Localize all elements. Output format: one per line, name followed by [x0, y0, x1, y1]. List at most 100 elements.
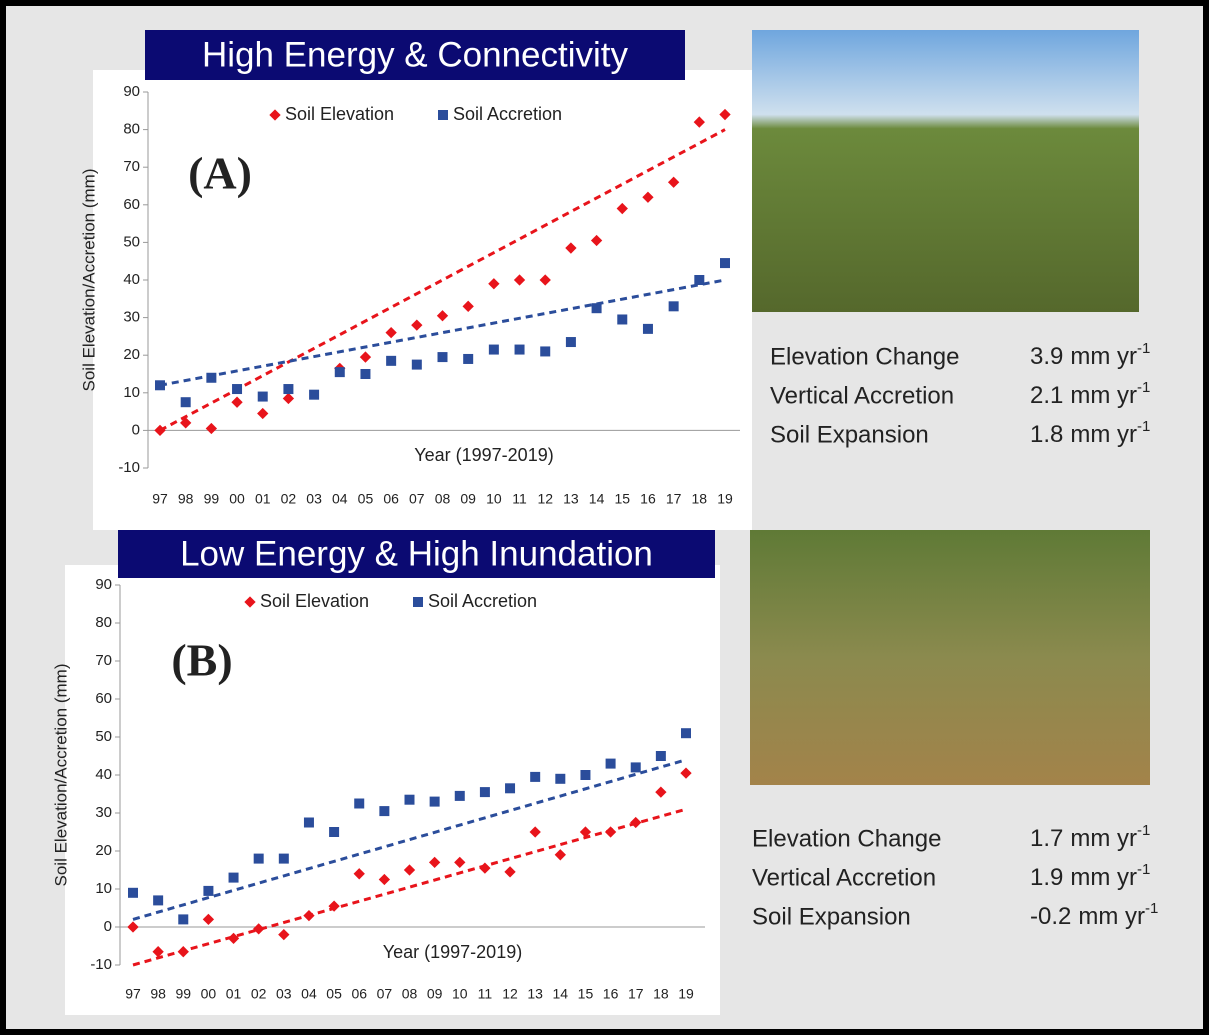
stat-number: 2.1: [1030, 382, 1063, 409]
y-tick-label: 50: [95, 728, 112, 745]
x-tick-label: 01: [255, 491, 271, 507]
stat-label: Vertical Accretion: [770, 382, 954, 409]
legend-label: Soil Elevation: [260, 591, 369, 611]
x-tick-label: 05: [358, 491, 374, 507]
y-tick-label: 90: [95, 576, 112, 593]
x-tick-label: 18: [653, 986, 669, 1002]
panel-label: (A): [188, 148, 252, 199]
stat-unit: mm yr: [1078, 903, 1145, 930]
y-axis-label: Soil Elevation/Accretion (mm): [79, 169, 98, 392]
x-tick-label: 06: [351, 986, 367, 1002]
x-tick-label: 00: [201, 986, 217, 1002]
x-tick-label: 97: [152, 491, 168, 507]
marker: [566, 337, 576, 347]
marker: [505, 783, 515, 793]
marker: [412, 360, 422, 370]
marker: [153, 895, 163, 905]
stat-exponent: -1: [1145, 900, 1158, 917]
marker: [379, 806, 389, 816]
stat-label: Elevation Change: [770, 343, 959, 370]
stat-exponent: -1: [1137, 418, 1150, 435]
x-tick-label: 15: [578, 986, 594, 1002]
stat-number: 1.9: [1030, 864, 1063, 891]
stat-value: 3.9mm yr-1: [1030, 340, 1150, 370]
x-tick-label: 99: [175, 986, 191, 1002]
marker: [720, 258, 730, 268]
stat-label: Soil Expansion: [752, 903, 911, 930]
y-tick-label: 80: [123, 121, 140, 138]
legend-label: Soil Accretion: [428, 591, 537, 611]
marker: [480, 787, 490, 797]
stat-number: 1.7: [1030, 825, 1063, 852]
marker: [606, 759, 616, 769]
x-tick-label: 07: [409, 491, 425, 507]
stat-value: 1.7 mm yr-1: [1030, 822, 1150, 852]
y-axis-label: Soil Elevation/Accretion (mm): [51, 664, 70, 887]
marker: [430, 797, 440, 807]
marker: [438, 352, 448, 362]
x-tick-label: 06: [383, 491, 399, 507]
x-tick-label: 13: [527, 986, 543, 1002]
marker: [258, 392, 268, 402]
y-tick-label: 90: [123, 83, 140, 100]
legend-label: Soil Accretion: [453, 104, 562, 124]
stat-value: 1.9 mm yr-1: [1030, 861, 1150, 891]
marker: [304, 818, 314, 828]
marker: [178, 914, 188, 924]
y-tick-label: -10: [118, 459, 140, 476]
x-tick-label: 16: [640, 491, 656, 507]
chart-title: Low Energy & High Inundation: [180, 534, 653, 573]
x-tick-label: 10: [486, 491, 502, 507]
marker: [181, 397, 191, 407]
photo: [752, 30, 1139, 312]
y-tick-label: 30: [95, 804, 112, 821]
y-tick-label: 80: [95, 614, 112, 631]
y-tick-label: 60: [95, 690, 112, 707]
legend-label: Soil Elevation: [285, 104, 394, 124]
x-tick-label: 19: [717, 491, 733, 507]
marker: [455, 791, 465, 801]
marker: [279, 854, 289, 864]
legend-marker: [413, 597, 423, 607]
x-axis-label: Year (1997-2019): [414, 445, 553, 465]
x-tick-label: 04: [301, 986, 317, 1002]
x-tick-label: 13: [563, 491, 579, 507]
x-tick-label: 09: [427, 986, 443, 1002]
stat-exponent: -1: [1137, 340, 1150, 357]
x-tick-label: 11: [512, 491, 527, 507]
x-axis-label: Year (1997-2019): [383, 942, 522, 962]
marker: [463, 354, 473, 364]
x-tick-label: 17: [666, 491, 682, 507]
x-tick-label: 99: [204, 491, 220, 507]
x-tick-label: 02: [251, 986, 267, 1002]
x-tick-label: 08: [402, 986, 418, 1002]
x-tick-label: 97: [125, 986, 141, 1002]
chart-title: High Energy & Connectivity: [202, 35, 629, 74]
stat-number: 1.8: [1030, 421, 1063, 448]
marker: [555, 774, 565, 784]
x-tick-label: 09: [460, 491, 476, 507]
marker: [530, 772, 540, 782]
stat-unit: mm yr: [1070, 825, 1137, 852]
stat-exponent: -1: [1137, 861, 1150, 878]
stat-exponent: -1: [1137, 822, 1150, 839]
legend-marker: [438, 110, 448, 120]
stat-unit: mm yr: [1070, 343, 1137, 370]
y-tick-label: 20: [95, 842, 112, 859]
y-tick-label: 10: [95, 880, 112, 897]
y-tick-label: 50: [123, 233, 140, 250]
x-tick-label: 16: [603, 986, 619, 1002]
y-tick-label: 20: [123, 346, 140, 363]
y-tick-label: 0: [104, 918, 112, 935]
y-tick-label: 60: [123, 196, 140, 213]
y-tick-label: 30: [123, 309, 140, 326]
x-tick-label: 01: [226, 986, 242, 1002]
marker: [515, 345, 525, 355]
x-tick-label: 12: [502, 986, 518, 1002]
x-tick-label: 98: [178, 491, 194, 507]
y-tick-label: 40: [123, 271, 140, 288]
marker: [283, 384, 293, 394]
stat-unit: mm yr: [1070, 864, 1137, 891]
marker: [232, 384, 242, 394]
